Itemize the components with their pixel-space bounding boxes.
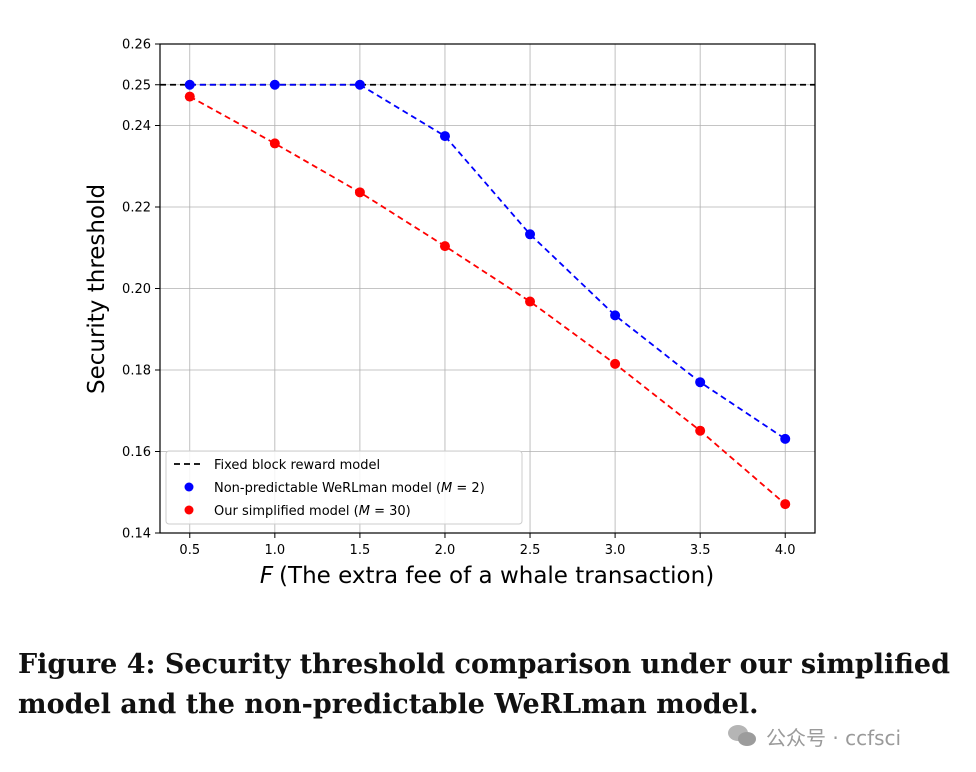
legend-label-series-1: Non-predictable WeRLman model (M = 2)	[214, 481, 485, 496]
x-tick-label: 2.5	[520, 543, 541, 558]
data-point-series-1	[269, 79, 280, 90]
y-tick-label: 0.26	[122, 38, 151, 53]
data-point-series-2	[184, 91, 195, 102]
data-point-series-2	[525, 296, 536, 307]
series-line-2	[189, 95, 786, 505]
data-point-series-2	[780, 499, 791, 510]
x-axis-label: F (The extra fee of a whale transaction)	[260, 563, 714, 589]
x-axis-label-text: (The extra fee of a whale transaction)	[279, 563, 714, 589]
legend-label-reference: Fixed block reward model	[214, 458, 380, 473]
data-point-series-1	[184, 79, 195, 90]
data-point-series-2	[354, 187, 365, 198]
y-tick-label: 0.18	[122, 364, 151, 379]
legend-marker-series-2	[184, 505, 194, 515]
data-point-series-1	[354, 79, 365, 90]
data-point-series-2	[610, 358, 621, 369]
figure-caption: Figure 4: Security threshold comparison …	[18, 649, 950, 720]
y-tick-label: 0.22	[122, 201, 151, 216]
chat-bubbles-icon	[728, 723, 758, 749]
x-tick-label: 2.0	[435, 543, 456, 558]
x-tick-label: 3.5	[690, 543, 711, 558]
x-ticks: 0.5 1.0 1.5 2.0 2.5 3.0 3.5 4.0	[179, 533, 796, 558]
data-point-series-1	[439, 131, 450, 142]
x-axis-label-variable: F	[260, 563, 274, 589]
watermark: 公众号 · ccfsci	[728, 718, 958, 754]
x-tick-label: 1.5	[350, 543, 371, 558]
series-line-1	[189, 83, 786, 440]
y-ticks: 0.14 0.16 0.18 0.20 0.22 0.24 0.25 0.26	[122, 38, 160, 542]
watermark-text: 公众号 · ccfsci	[766, 725, 902, 750]
x-tick-label: 0.5	[179, 543, 200, 558]
grid	[160, 43, 815, 534]
data-point-series-1	[695, 377, 706, 388]
x-tick-label: 1.0	[264, 543, 285, 558]
legend-box	[165, 450, 523, 525]
legend-label-series-2: Our simplified model (M = 30)	[214, 504, 411, 519]
y-tick-label: 0.16	[122, 445, 151, 460]
y-axis-label: Security threshold	[84, 184, 110, 394]
data-point-series-1	[610, 310, 621, 321]
x-tick-label: 4.0	[775, 543, 796, 558]
data-point-series-2	[695, 425, 706, 436]
data-point-series-2	[269, 138, 280, 149]
y-tick-label: 0.20	[122, 282, 151, 297]
y-tick-label: 0.14	[122, 527, 151, 542]
chart: 0.5 1.0 1.5 2.0 2.5 3.0 3.5 4.0 0.14 0.16 0.18 0.2…	[84, 38, 816, 589]
data-point-series-2	[439, 241, 450, 252]
y-tick-label: 0.25	[122, 78, 151, 93]
series-layer	[184, 79, 791, 510]
data-point-series-1	[525, 229, 536, 240]
y-tick-label: 0.24	[122, 119, 151, 134]
legend-marker-series-1	[184, 482, 194, 492]
x-tick-label: 3.0	[605, 543, 626, 558]
data-point-series-1	[780, 433, 791, 444]
legend: Fixed block reward model Non-predictable…	[165, 450, 523, 525]
